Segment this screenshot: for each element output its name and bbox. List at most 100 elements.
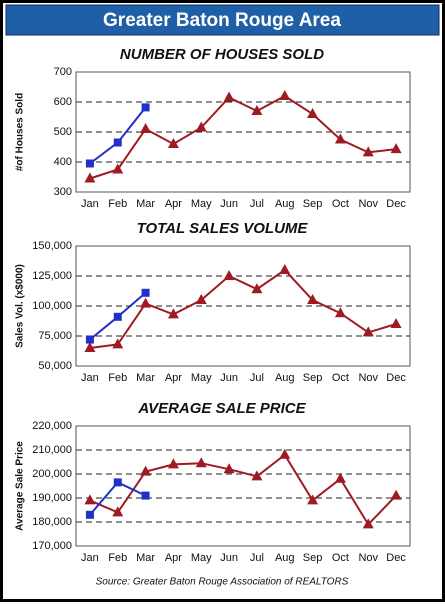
- marker: [223, 91, 235, 102]
- marker: [112, 506, 124, 517]
- marker: [84, 342, 96, 352]
- x-tick-label: Apr: [165, 372, 182, 384]
- y-tick-label: 170,000: [32, 540, 72, 552]
- marker: [334, 472, 346, 483]
- x-tick-label: Dec: [386, 552, 406, 564]
- y-tick-label: 150,000: [32, 240, 72, 252]
- y-tick-label: 100,000: [32, 300, 72, 312]
- x-tick-label: Nov: [358, 552, 378, 564]
- x-tick-label: Jul: [250, 198, 264, 210]
- x-tick-label: Oct: [332, 552, 349, 564]
- x-tick-label: Jun: [220, 372, 238, 384]
- marker: [113, 138, 122, 147]
- x-tick-label: Feb: [108, 552, 127, 564]
- x-tick-label: Mar: [136, 198, 155, 210]
- marker: [141, 103, 150, 112]
- x-tick-label: Jan: [81, 552, 99, 564]
- marker: [195, 121, 207, 132]
- marker: [195, 294, 207, 304]
- marker: [362, 326, 374, 337]
- marker: [362, 146, 374, 157]
- marker: [279, 90, 291, 100]
- x-tick-label: Oct: [332, 198, 349, 210]
- marker: [112, 338, 124, 349]
- y-axis-label: #of Houses Sold: [15, 93, 26, 171]
- marker: [334, 133, 346, 144]
- marker: [390, 143, 402, 154]
- marker: [251, 470, 263, 481]
- marker: [113, 478, 122, 487]
- marker: [195, 457, 207, 468]
- chart-title: NUMBER OF HOUSES SOLD: [120, 46, 324, 63]
- chart-title: TOTAL SALES VOLUME: [137, 220, 309, 237]
- y-tick-label: 200,000: [32, 468, 72, 480]
- x-tick-label: Feb: [108, 372, 127, 384]
- x-tick-label: Dec: [386, 198, 406, 210]
- marker: [307, 294, 319, 304]
- x-tick-label: Apr: [165, 198, 182, 210]
- marker: [279, 448, 291, 459]
- marker: [279, 264, 291, 274]
- marker: [307, 494, 319, 505]
- marker: [334, 307, 346, 318]
- x-tick-label: Aug: [275, 552, 295, 564]
- marker: [85, 335, 94, 344]
- y-tick-label: 700: [54, 66, 72, 78]
- y-tick-label: 300: [54, 186, 72, 198]
- y-axis-label: Sales Vol. (x$000): [15, 264, 26, 348]
- marker: [140, 123, 152, 133]
- x-tick-label: May: [191, 552, 212, 564]
- y-tick-label: 50,000: [38, 360, 72, 372]
- y-tick-label: 400: [54, 156, 72, 168]
- x-tick-label: Jan: [81, 372, 99, 384]
- marker: [84, 494, 96, 505]
- marker: [390, 318, 402, 328]
- x-tick-label: Aug: [275, 372, 295, 384]
- x-tick-label: Jul: [250, 372, 264, 384]
- x-tick-label: Sep: [303, 372, 323, 384]
- x-tick-label: Aug: [275, 198, 295, 210]
- plot-frame: [75, 425, 411, 547]
- marker: [140, 465, 152, 476]
- marker: [251, 105, 263, 115]
- marker: [223, 463, 235, 474]
- marker: [112, 163, 124, 174]
- marker: [140, 297, 152, 308]
- x-tick-label: Jul: [250, 552, 264, 564]
- plot-frame: [75, 71, 411, 193]
- header-title: Greater Baton Rouge Area: [103, 10, 341, 31]
- x-tick-label: Oct: [332, 372, 349, 384]
- y-tick-label: 500: [54, 126, 72, 138]
- marker: [307, 108, 319, 118]
- x-tick-label: Jan: [81, 198, 99, 210]
- x-tick-label: Jun: [220, 198, 238, 210]
- marker: [390, 489, 402, 500]
- source: Source: Greater Baton Rouge Association …: [96, 577, 349, 588]
- chart-title: AVERAGE SALE PRICE: [137, 400, 306, 417]
- y-tick-label: 220,000: [32, 420, 72, 432]
- x-tick-label: Sep: [303, 198, 323, 210]
- y-tick-label: 180,000: [32, 516, 72, 528]
- x-tick-label: Apr: [165, 552, 182, 564]
- marker: [362, 518, 374, 529]
- marker: [85, 510, 94, 519]
- marker: [167, 458, 179, 469]
- marker: [141, 288, 150, 297]
- y-axis-label: Average Sale Price: [15, 441, 26, 531]
- y-tick-label: 125,000: [32, 270, 72, 282]
- y-tick-label: 190,000: [32, 492, 72, 504]
- marker: [85, 159, 94, 168]
- y-tick-label: 75,000: [38, 330, 72, 342]
- x-tick-label: Sep: [303, 552, 323, 564]
- y-tick-label: 600: [54, 96, 72, 108]
- x-tick-label: Dec: [386, 372, 406, 384]
- header-bar: [5, 4, 440, 36]
- marker: [167, 308, 179, 319]
- marker: [113, 312, 122, 321]
- x-tick-label: May: [191, 372, 212, 384]
- series-line: [89, 453, 397, 527]
- marker: [167, 138, 179, 148]
- plot-frame: [75, 245, 411, 367]
